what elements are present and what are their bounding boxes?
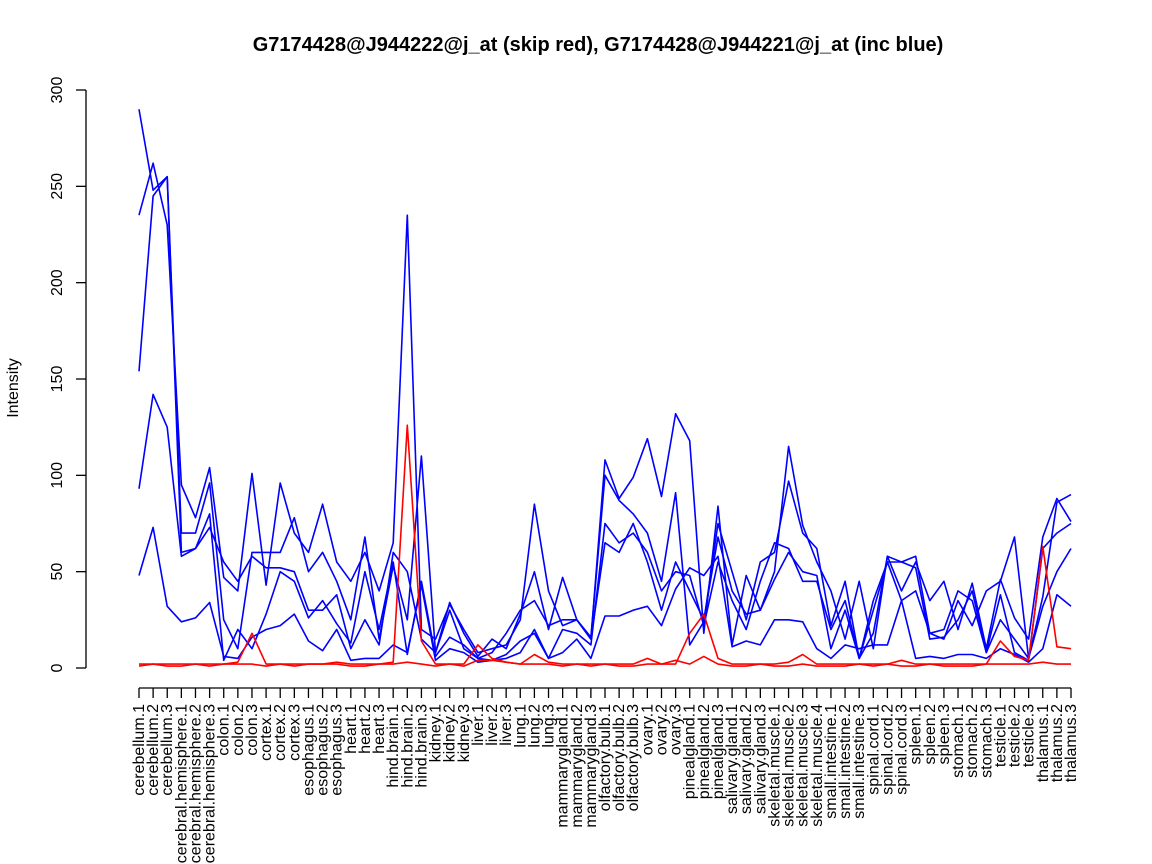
x-tick-label: mammarygland.2 xyxy=(569,704,586,828)
x-tick-label: cortex.3 xyxy=(286,704,303,761)
series-line-inc-2 xyxy=(138,109,1072,660)
x-tick-label: skeletal.muscle.2 xyxy=(781,704,798,827)
x-tick-label: liver.1 xyxy=(470,704,487,746)
y-axis-label: Intensity xyxy=(5,358,22,418)
x-tick-label: cerebellum.2 xyxy=(145,704,162,796)
x-tick-label: cerebellum.3 xyxy=(159,704,176,796)
x-tick-label: spleen.1 xyxy=(908,704,925,765)
x-tick-label: small.intestine.3 xyxy=(851,704,868,819)
x-tick-label: esophagus.1 xyxy=(300,704,317,796)
x-tick-label: testicle.2 xyxy=(1007,704,1024,767)
x-tick-label: heart.2 xyxy=(357,704,374,754)
x-tick-label: cerebral.hemisphere.1 xyxy=(173,704,190,863)
x-tick-label: cerebellum.1 xyxy=(131,704,148,796)
series-line-inc-1 xyxy=(138,162,1072,654)
x-axis: cerebellum.1cerebellum.2cerebellum.3cere… xyxy=(131,687,1080,863)
x-tick-label: cortex.1 xyxy=(258,704,275,761)
x-tick-label: lung.2 xyxy=(526,704,543,748)
x-tick-label: stomach.2 xyxy=(964,704,981,778)
x-tick-label: small.intestine.2 xyxy=(837,704,854,819)
chart-title: G7174428@J944222@j_at (skip red), G71744… xyxy=(253,34,944,56)
x-tick-label: skeletal.muscle.3 xyxy=(795,704,812,827)
series-line-inc-4 xyxy=(138,393,1072,662)
x-tick-label: olfactory.bulb.3 xyxy=(625,704,642,811)
y-tick-label: 200 xyxy=(49,269,66,296)
x-tick-label: thalamus.2 xyxy=(1049,704,1066,782)
y-tick-label: 250 xyxy=(49,173,66,200)
x-tick-label: skeletal.muscle.4 xyxy=(809,704,826,827)
x-tick-label: spinal.cord.2 xyxy=(879,704,896,795)
x-tick-label: small.intestine.1 xyxy=(823,704,840,819)
y-tick-label: 0 xyxy=(49,663,66,672)
series-line-inc-3 xyxy=(138,175,1072,662)
x-tick-label: skeletal.muscle.1 xyxy=(766,704,783,827)
x-tick-label: heart.1 xyxy=(343,704,360,754)
x-tick-label: mammarygland.3 xyxy=(583,704,600,828)
x-tick-label: spinal.cord.3 xyxy=(894,704,911,795)
x-tick-label: ovary.3 xyxy=(668,704,685,755)
x-tick-label: spleen.3 xyxy=(936,704,953,765)
x-tick-label: kidney.1 xyxy=(428,704,445,763)
x-tick-label: spleen.2 xyxy=(922,704,939,765)
x-tick-label: lung.3 xyxy=(541,704,558,748)
x-tick-label: thalamus.1 xyxy=(1035,704,1052,782)
y-tick-label: 300 xyxy=(49,77,66,104)
x-tick-label: testicle.1 xyxy=(992,704,1009,767)
x-tick-label: ovary.2 xyxy=(653,704,670,755)
x-tick-label: kidney.3 xyxy=(456,704,473,763)
x-tick-label: mammarygland.1 xyxy=(555,704,572,828)
x-tick-label: liver.3 xyxy=(498,704,515,746)
x-tick-label: liver.2 xyxy=(484,704,501,746)
x-tick-label: hind.brain.2 xyxy=(399,704,416,788)
x-tick-label: cortex.2 xyxy=(272,704,289,761)
x-tick-label: stomach.1 xyxy=(950,704,967,778)
x-tick-label: salivary.gland.2 xyxy=(738,704,755,814)
y-axis: 0 50 100 150 200 250 300 xyxy=(49,77,87,672)
x-tick-label: ovary.1 xyxy=(639,704,656,755)
x-tick-label: heart.3 xyxy=(371,704,388,754)
x-tick-label: lung.1 xyxy=(512,704,529,748)
x-tick-label: stomach.3 xyxy=(978,704,995,778)
series-line-skip-7 xyxy=(138,655,1071,667)
x-tick-label: testicle.3 xyxy=(1021,704,1038,767)
x-tick-label: pinealgland.2 xyxy=(696,704,713,799)
y-tick-label: 100 xyxy=(49,462,66,489)
x-tick-label: hind.brain.1 xyxy=(385,704,402,788)
x-tick-label: cerebral.hemisphere.3 xyxy=(202,704,219,863)
series-layer xyxy=(138,109,1072,667)
x-tick-label: esophagus.2 xyxy=(315,704,332,796)
x-tick-label: thalamus.3 xyxy=(1063,704,1080,782)
x-tick-label: pinealgland.3 xyxy=(710,704,727,799)
x-tick-label: kidney.2 xyxy=(442,704,459,763)
x-tick-label: pinealgland.1 xyxy=(682,704,699,799)
x-tick-label: colon.1 xyxy=(216,704,233,756)
x-tick-label: colon.3 xyxy=(244,704,261,756)
x-tick-label: hind.brain.3 xyxy=(413,704,430,788)
x-tick-label: olfactory.bulb.2 xyxy=(611,704,628,811)
x-tick-label: esophagus.3 xyxy=(329,704,346,796)
series-line-inc-5 xyxy=(138,526,1072,664)
y-tick-label: 50 xyxy=(49,563,66,581)
x-tick-label: salivary.gland.1 xyxy=(724,704,741,814)
x-tick-label: olfactory.bulb.1 xyxy=(597,704,614,811)
x-tick-label: cerebral.hemisphere.2 xyxy=(187,704,204,863)
x-tick-label: salivary.gland.3 xyxy=(752,704,769,814)
x-tick-label: colon.2 xyxy=(230,704,247,756)
y-tick-label: 150 xyxy=(49,366,66,393)
x-tick-label: spinal.cord.1 xyxy=(865,704,882,795)
